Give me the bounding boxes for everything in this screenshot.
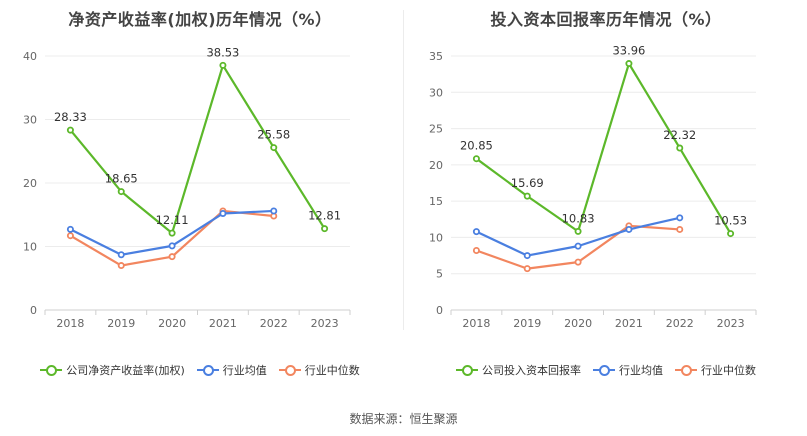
data-label: 25.58 <box>257 128 290 142</box>
panel-divider <box>403 10 404 330</box>
data-label: 22.32 <box>663 128 696 142</box>
data-point <box>219 209 227 217</box>
data-point <box>66 232 74 240</box>
x-tick-label: 2020 <box>158 317 186 330</box>
legend-marker <box>675 365 697 376</box>
x-tick-label: 2023 <box>311 317 339 330</box>
data-point <box>625 225 633 233</box>
data-label: 10.53 <box>714 214 747 228</box>
legend-item[interactable]: 行业中位数 <box>675 362 756 378</box>
x-tick-label: 2018 <box>56 317 84 330</box>
data-point <box>117 251 125 259</box>
data-point <box>625 60 633 68</box>
y-tick-label: 30 <box>23 114 37 127</box>
data-point <box>168 253 176 261</box>
source-note: 数据来源：恒生聚源 <box>349 412 458 426</box>
y-tick-label: 10 <box>429 231 443 244</box>
y-tick-label: 15 <box>429 195 443 208</box>
data-point <box>270 207 278 215</box>
x-tick-label: 2021 <box>615 317 643 330</box>
y-tick-label: 40 <box>23 50 37 63</box>
y-tick-label: 30 <box>429 86 443 99</box>
legend-item[interactable]: 行业均值 <box>593 362 663 378</box>
chart-plot: 0 5 10 15 20 25 30 35 2018 2019 2020 2021 2022 2023 20… <box>429 44 757 330</box>
data-point <box>219 61 227 69</box>
y-tick-label: 20 <box>429 159 443 172</box>
legend-marker <box>40 365 63 376</box>
legend-marker <box>456 365 478 376</box>
data-point <box>523 192 531 200</box>
y-tick-label: 35 <box>429 50 443 63</box>
data-point <box>66 126 74 134</box>
x-tick-label: 2020 <box>564 317 592 330</box>
legend-item[interactable]: 行业均值 <box>196 362 267 378</box>
x-tick-label: 2019 <box>513 317 541 330</box>
legend-marker <box>196 365 219 376</box>
data-point <box>676 225 684 233</box>
legend-marker <box>278 365 301 376</box>
data-point <box>321 225 329 233</box>
x-tick-label: 2021 <box>209 317 237 330</box>
data-point <box>472 228 480 236</box>
data-label: 18.65 <box>105 172 138 186</box>
y-tick-label: 25 <box>429 123 443 136</box>
data-point <box>676 144 684 152</box>
legend-item[interactable]: 行业中位数 <box>278 362 360 378</box>
data-label: 38.53 <box>206 45 239 59</box>
data-point <box>117 262 125 270</box>
data-point <box>472 155 480 163</box>
data-label: 33.96 <box>612 44 645 58</box>
data-point <box>574 227 582 235</box>
y-tick-label: 0 <box>30 304 37 317</box>
data-label: 12.81 <box>308 209 341 223</box>
x-tick-label: 2023 <box>717 317 745 330</box>
data-point <box>523 252 531 260</box>
legend-label: 行业均值 <box>619 364 663 377</box>
legend-label: 行业中位数 <box>701 364 756 377</box>
data-point <box>574 242 582 250</box>
data-label: 20.85 <box>460 139 493 153</box>
chart-panel-roic: 投入资本回报率历年情况（%） 0 5 10 15 20 25 30 35 2018 2019 202… <box>406 0 806 400</box>
data-point <box>270 144 278 152</box>
data-point <box>676 214 684 222</box>
legend-label: 公司投入资本回报率 <box>482 364 581 377</box>
legend-label: 行业中位数 <box>304 364 360 377</box>
x-tick-label: 2022 <box>666 317 694 330</box>
data-label: 12.11 <box>156 213 189 227</box>
chart-title: 投入资本回报率历年情况（%） <box>490 10 722 29</box>
chart-title: 净资产收益率(加权)历年情况（%） <box>68 10 332 29</box>
data-label: 10.83 <box>562 211 595 225</box>
y-tick-label: 10 <box>23 241 37 254</box>
data-point <box>523 265 531 273</box>
legend-marker <box>593 365 615 376</box>
data-point <box>117 188 125 196</box>
data-point <box>66 225 74 233</box>
data-point <box>574 258 582 266</box>
data-label: 15.69 <box>511 176 544 190</box>
x-tick-label: 2022 <box>260 317 288 330</box>
y-tick-label: 5 <box>436 268 443 281</box>
data-point <box>168 229 176 237</box>
data-point <box>168 242 176 250</box>
data-point <box>727 230 735 238</box>
chart-plot: 0 10 20 30 40 2018 2019 2020 2021 2022 2023 28.33 18… <box>23 45 351 330</box>
chart-legend: 公司净资产收益率(加权) 行业均值 行业中位数 <box>0 362 400 378</box>
legend-label: 公司净资产收益率(加权) <box>66 364 185 377</box>
data-point <box>472 246 480 254</box>
y-tick-label: 0 <box>436 304 443 317</box>
series-line <box>69 64 326 235</box>
series-line <box>475 62 732 235</box>
chart-panel-roe: 净资产收益率(加权)历年情况（%） 0 10 20 30 40 2018 2019 2020 2… <box>0 0 400 400</box>
legend-item[interactable]: 公司投入资本回报率 <box>456 362 581 378</box>
legend-item[interactable]: 公司净资产收益率(加权) <box>40 362 185 378</box>
x-tick-label: 2018 <box>462 317 490 330</box>
y-tick-label: 20 <box>23 177 37 190</box>
x-tick-label: 2019 <box>107 317 135 330</box>
legend-label: 行业均值 <box>222 364 267 377</box>
chart-legend: 公司投入资本回报率 行业均值 行业中位数 <box>406 362 806 378</box>
data-label: 28.33 <box>54 110 87 124</box>
